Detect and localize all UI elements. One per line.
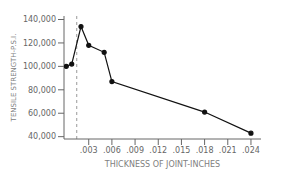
- svg-text:140,000: 140,000: [23, 15, 56, 24]
- svg-text:.006: .006: [103, 146, 121, 155]
- svg-text:.021: .021: [219, 146, 237, 155]
- svg-text:.009: .009: [126, 146, 144, 155]
- svg-text:100,000: 100,000: [23, 62, 56, 71]
- svg-text:80,000: 80,000: [28, 86, 56, 95]
- svg-text:.018: .018: [196, 146, 214, 155]
- svg-text:40,000: 40,000: [28, 132, 56, 141]
- svg-text:.003: .003: [80, 146, 98, 155]
- svg-text:.012: .012: [149, 146, 167, 155]
- svg-text:.015: .015: [173, 146, 191, 155]
- svg-text:THICKNESS OF JOINT-INCHES: THICKNESS OF JOINT-INCHES: [104, 160, 220, 169]
- svg-text:120,000: 120,000: [23, 39, 56, 48]
- svg-text:TENSILE STRENGTH-P.S.I.: TENSILE STRENGTH-P.S.I.: [10, 34, 18, 123]
- svg-text:60,000: 60,000: [28, 109, 56, 118]
- svg-text:.024: .024: [242, 146, 260, 155]
